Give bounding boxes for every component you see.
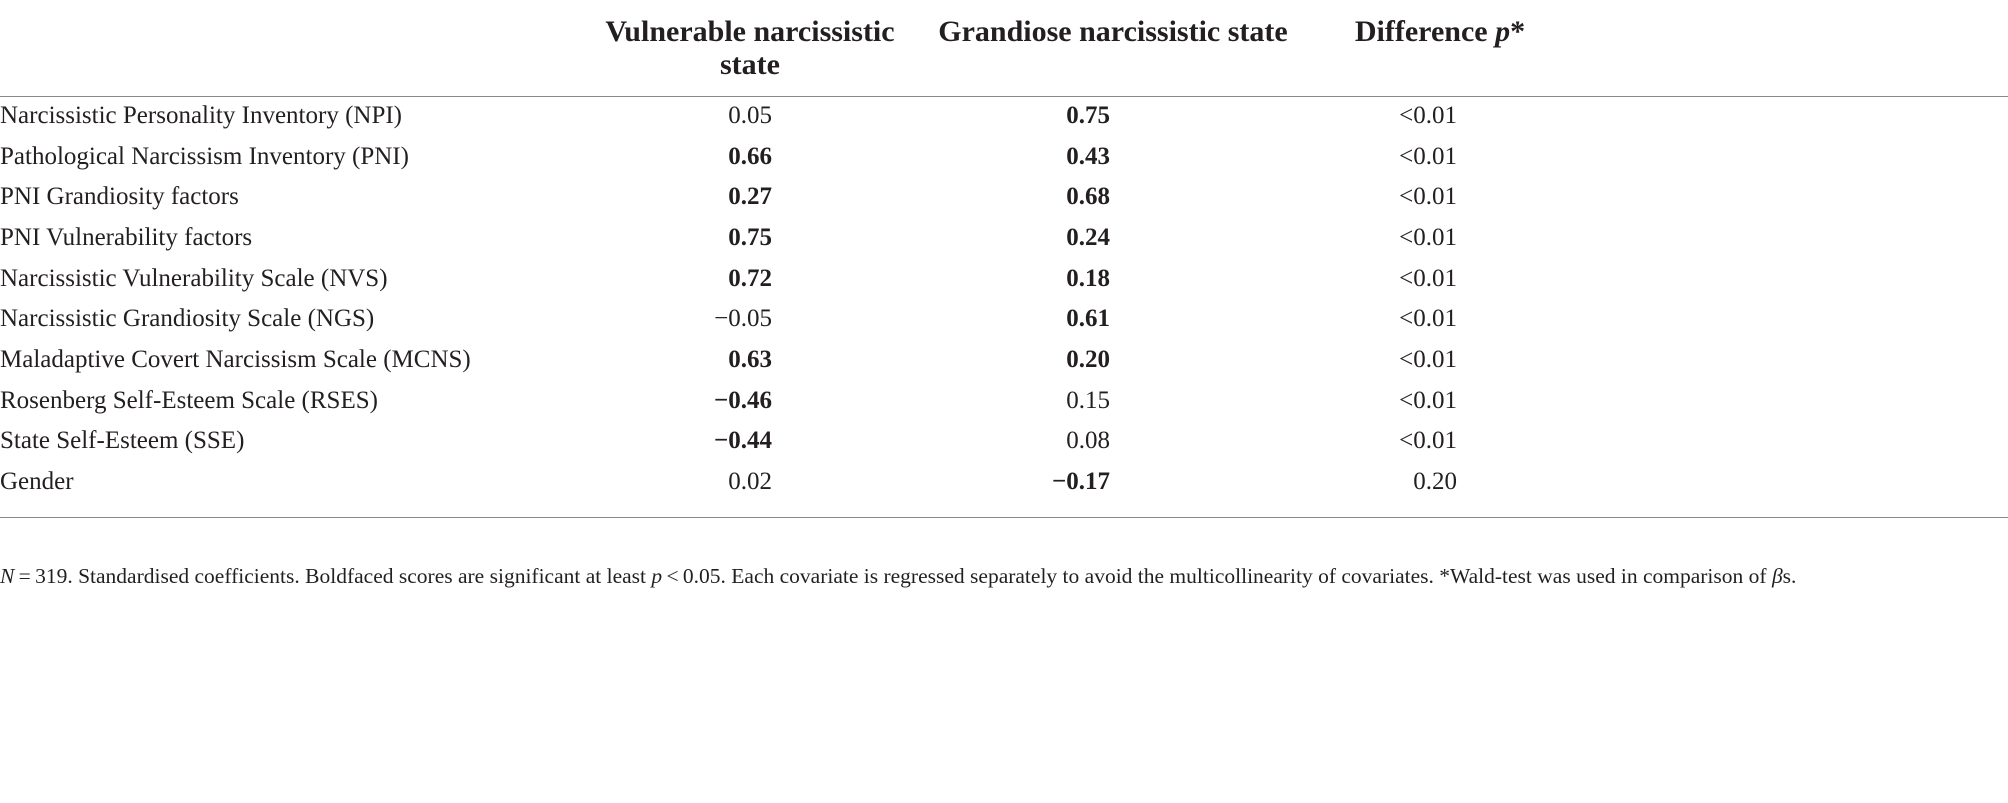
cell-value: 0.05 (728, 102, 772, 129)
row-label: Pathological Narcissism Inventory (PNI) (0, 142, 409, 170)
row-label: PNI Vulnerability factors (0, 223, 253, 251)
footnote: N = 319. Standardised coefficients. Bold… (0, 560, 1995, 592)
cell-value: 0.27 (728, 183, 772, 211)
cell-value: <0.01 (1399, 223, 1457, 251)
column-header: Difference p* (1290, 15, 1590, 48)
cell-value: 0.18 (1066, 264, 1110, 292)
footnote-text: s. (1782, 564, 1797, 588)
cell-value: <0.01 (1399, 142, 1457, 170)
cell-value: 0.75 (728, 223, 772, 251)
row-label: Maladaptive Covert Narcissism Scale (MCN… (0, 345, 471, 373)
column-header-text: * (1510, 15, 1526, 48)
cell-value: 0.24 (1066, 223, 1110, 251)
cell-value: <0.01 (1399, 386, 1457, 414)
footnote-text: N (0, 564, 15, 588)
cell-value: <0.01 (1399, 427, 1457, 455)
cell-value: 0.15 (1066, 386, 1110, 414)
footnote-text: p (651, 564, 663, 588)
column-header-text: Vulnerable narcissistic state (605, 15, 895, 81)
cell-value: 0.20 (1413, 467, 1457, 495)
row-label: Gender (0, 467, 74, 495)
cell-value: −0.44 (714, 427, 772, 455)
cell-value: −0.05 (714, 305, 772, 333)
row-label: State Self-Esteem (SSE) (0, 427, 245, 455)
cell-value: <0.01 (1399, 183, 1457, 211)
row-label: Narcissistic Vulnerability Scale (NVS) (0, 264, 388, 292)
column-header: Grandiose narcissistic state (903, 15, 1323, 48)
column-header-text: Grandiose narcissistic state (938, 15, 1288, 48)
cell-value: 0.02 (728, 467, 772, 495)
cell-value: 0.63 (728, 345, 772, 373)
cell-value: <0.01 (1399, 345, 1457, 373)
row-label: Narcissistic Grandiosity Scale (NGS) (0, 305, 375, 333)
row-label: Rosenberg Self-Esteem Scale (RSES) (0, 386, 378, 414)
cell-value: <0.01 (1399, 264, 1457, 292)
cell-value: 0.61 (1066, 305, 1110, 333)
cell-value: <0.01 (1399, 305, 1457, 333)
cell-value: 0.75 (1066, 102, 1110, 129)
row-label: Narcissistic Personality Inventory (NPI) (0, 102, 403, 129)
cell-value: 0.72 (728, 264, 772, 292)
cell-value: −0.46 (714, 386, 772, 414)
cell-value: 0.43 (1066, 142, 1110, 170)
cell-value: 0.66 (728, 142, 772, 170)
column-header-text: p (1495, 15, 1511, 48)
cell-value: 0.20 (1066, 345, 1110, 373)
cell-value: <0.01 (1399, 102, 1457, 129)
cell-value: 0.68 (1066, 183, 1110, 211)
header-rule (0, 96, 2008, 97)
footnote-text: = 319. Standardised coefficients. Boldfa… (14, 564, 652, 588)
footnote-text: β (1771, 564, 1783, 588)
cell-value: 0.08 (1066, 427, 1110, 455)
row-label: PNI Grandiosity factors (0, 183, 239, 211)
footnote-text: < 0.05. Each covariate is regressed sepa… (662, 564, 1772, 588)
column-header-text: Difference (1354, 15, 1488, 48)
bottom-rule (0, 517, 2008, 518)
cell-value: −0.17 (1052, 467, 1110, 495)
column-header: Vulnerable narcissistic state (585, 15, 915, 81)
